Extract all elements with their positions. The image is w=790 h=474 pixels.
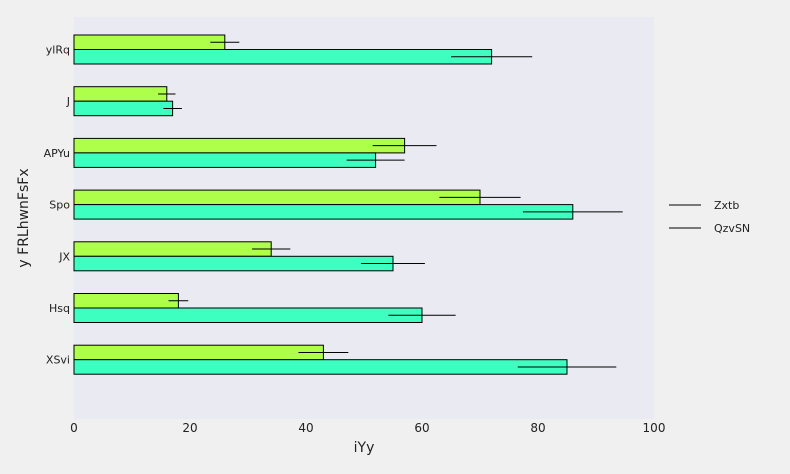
x-axis-title: iYy bbox=[354, 440, 375, 456]
bar-Zxtb-JX bbox=[73, 241, 272, 257]
bar-Zxtb-APYu bbox=[73, 137, 406, 154]
y-tick-label-ylRq: ylRq bbox=[46, 44, 70, 57]
y-axis-title: y FRLhwnFsFx bbox=[16, 168, 32, 267]
bar-Zxtb-Hsq bbox=[73, 293, 179, 309]
x-tick-label-60: 60 bbox=[414, 421, 429, 435]
y-tick-label-JX: JX bbox=[58, 250, 70, 263]
legend-label-QzvSN: QzvSN bbox=[714, 222, 750, 235]
x-tick-label-40: 40 bbox=[298, 421, 313, 435]
y-tick-label-Spo: Spo bbox=[49, 199, 70, 212]
bar-QzvSN-Spo bbox=[73, 204, 574, 220]
x-tick-label-100: 100 bbox=[643, 421, 666, 435]
y-tick-label-APYu: APYu bbox=[44, 147, 70, 160]
y-tick-label-XSvi: XSvi bbox=[46, 354, 70, 367]
bar-QzvSN-ylRq bbox=[73, 49, 493, 65]
error-bars-layer bbox=[158, 41, 623, 368]
legend: Zxtb QzvSN bbox=[669, 199, 750, 235]
y-tick-label-Hsq: Hsq bbox=[49, 302, 70, 315]
bar-Zxtb-J bbox=[73, 86, 168, 102]
x-tick-label-0: 0 bbox=[70, 421, 78, 435]
bar-Zxtb-ylRq bbox=[73, 34, 226, 50]
y-tick-label-J: J bbox=[66, 95, 70, 108]
bar-QzvSN-J bbox=[73, 100, 174, 117]
bar-QzvSN-XSvi bbox=[73, 359, 568, 375]
bar-QzvSN-APYu bbox=[73, 152, 377, 168]
legend-label-Zxtb: Zxtb bbox=[714, 199, 739, 212]
bars-layer bbox=[73, 34, 574, 375]
x-axis-ticks: 0 20 40 60 80 100 bbox=[70, 421, 665, 435]
bar-QzvSN-Hsq bbox=[73, 307, 423, 323]
bar-Zxtb-Spo bbox=[73, 189, 481, 206]
bar-QzvSN-JX bbox=[73, 255, 394, 272]
bar-Zxtb-XSvi bbox=[73, 344, 324, 361]
x-tick-label-20: 20 bbox=[182, 421, 197, 435]
x-tick-label-80: 80 bbox=[530, 421, 545, 435]
y-axis-ticks: ylRq J APYu Spo JX Hsq XSvi bbox=[44, 44, 71, 367]
